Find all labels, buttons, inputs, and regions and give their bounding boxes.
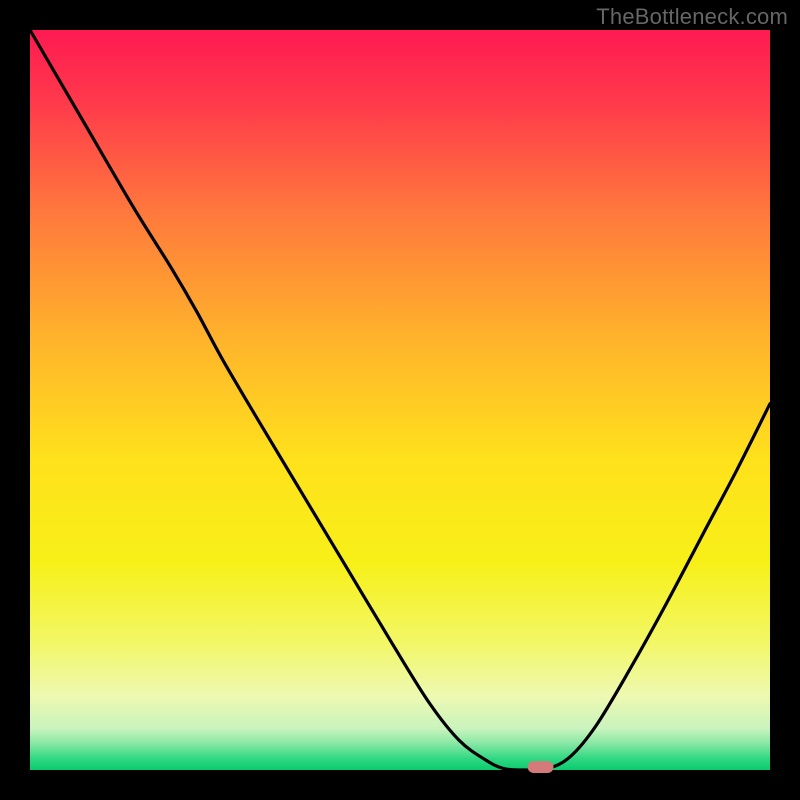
optimum-marker xyxy=(528,761,554,773)
chart-frame: TheBottleneck.com xyxy=(0,0,800,800)
bottleneck-chart xyxy=(0,0,800,800)
watermark-text: TheBottleneck.com xyxy=(596,4,788,30)
